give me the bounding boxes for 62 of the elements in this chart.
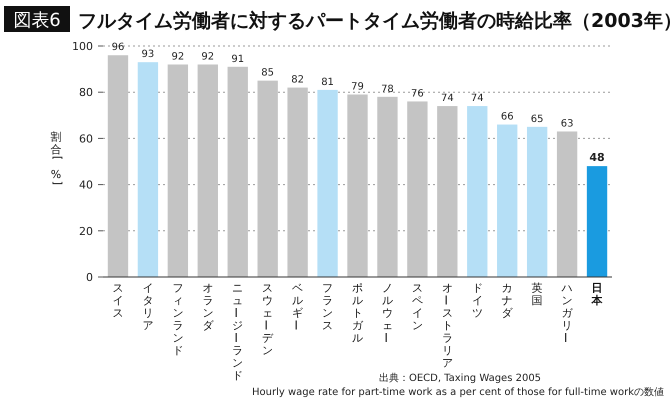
data-label: 66 xyxy=(500,112,514,123)
x-tick-label: オーストラリア xyxy=(438,282,453,370)
y-tick-label: 100 xyxy=(72,40,93,53)
bar xyxy=(407,101,428,277)
x-tick-label: ドイツ xyxy=(472,282,483,320)
source-note: 出典：OECD, Taxing Wages 2005 xyxy=(378,372,542,384)
y-tick-label: 20 xyxy=(79,224,93,238)
bar xyxy=(317,90,338,277)
y-tick-label: 0 xyxy=(86,271,93,284)
bar xyxy=(257,80,278,277)
bar xyxy=(347,94,368,277)
bar xyxy=(138,62,158,277)
data-label: 92 xyxy=(201,51,214,62)
x-tick-label: 英国 xyxy=(532,282,543,307)
data-label: 65 xyxy=(530,114,544,125)
data-label: 79 xyxy=(351,82,364,93)
bar xyxy=(586,166,608,277)
data-label: 63 xyxy=(560,118,574,130)
x-tick-label: ポルトガル xyxy=(352,282,363,344)
x-tick-label: スイス xyxy=(112,282,124,320)
x-tick-label: イタリア xyxy=(142,282,154,332)
y-tick-label: 40 xyxy=(79,178,93,192)
data-label: 92 xyxy=(171,51,184,62)
bar xyxy=(437,106,458,277)
data-label: 76 xyxy=(411,88,424,100)
text: 図表6 xyxy=(13,10,61,31)
data-label: 74 xyxy=(470,93,484,104)
bar xyxy=(467,106,488,277)
bar xyxy=(198,64,218,277)
data-label: 91 xyxy=(231,54,244,65)
text: Hourly wage rate for part-time work as a per cent of those for full-time workの数値 xyxy=(252,386,664,398)
bar xyxy=(168,64,188,277)
y-tick-label: 60 xyxy=(79,132,93,146)
x-tick-label: スペイン xyxy=(412,282,423,332)
data-label: 82 xyxy=(291,74,304,86)
x-tick-label: ハンガリー xyxy=(558,282,573,343)
bar xyxy=(377,96,398,277)
x-tick-label: フィンランド xyxy=(172,282,184,357)
x-tick-label: スウェーデン xyxy=(259,282,274,357)
x-tick-label: 日本 xyxy=(592,282,603,307)
data-label: 48 xyxy=(589,151,605,164)
chart-title: フルタイム労働者に対するパートタイム労働者の時給比率（2003年） xyxy=(78,10,670,32)
bar xyxy=(287,88,308,277)
x-tick-label: ノルウェー xyxy=(378,282,393,343)
data-label: 93 xyxy=(142,49,154,60)
data-label: 74 xyxy=(440,93,454,104)
bar xyxy=(556,131,578,277)
data-label: 81 xyxy=(321,76,334,88)
x-tick-label: ベルギー xyxy=(289,282,304,330)
bar xyxy=(108,55,128,277)
y-tick-label: 80 xyxy=(79,86,93,100)
data-label: 96 xyxy=(112,42,124,54)
data-label: 78 xyxy=(381,84,394,95)
bar xyxy=(228,66,248,277)
bar xyxy=(497,124,518,277)
x-tick-label: カナダ xyxy=(502,282,513,320)
bar xyxy=(526,126,548,277)
x-tick-label: ニュージーランド xyxy=(229,282,244,382)
x-tick-label: オランダ xyxy=(202,282,214,332)
data-label: 85 xyxy=(261,68,274,79)
y-axis-title: 割合[%] xyxy=(50,130,64,186)
x-tick-label: フランス xyxy=(322,282,334,332)
